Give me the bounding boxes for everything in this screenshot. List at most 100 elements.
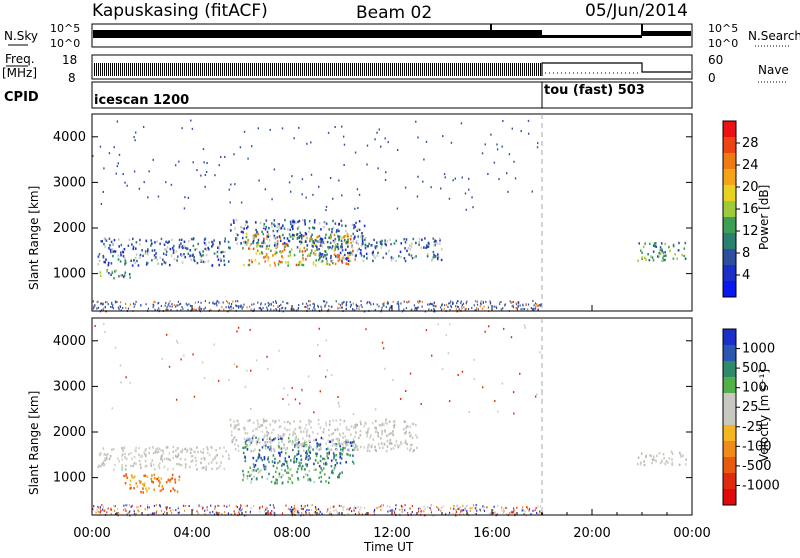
velocity-cell — [406, 442, 408, 446]
velocity-cell — [141, 483, 144, 486]
velocity-cell — [508, 512, 511, 515]
power-cell — [118, 153, 121, 156]
power-cell — [482, 301, 484, 304]
power-cell — [347, 235, 349, 238]
power-cell — [298, 303, 300, 306]
power-cell — [341, 194, 343, 197]
power-cell — [352, 232, 355, 236]
power-cell — [112, 307, 115, 310]
velocity-cell — [171, 473, 174, 477]
power-cell — [313, 219, 316, 222]
power-cell — [443, 307, 445, 310]
power-cell — [172, 251, 175, 255]
velocity-cell — [177, 454, 180, 457]
power-cell — [248, 259, 251, 262]
velocity-cell — [685, 463, 687, 466]
power-cell — [474, 309, 476, 312]
velocity-cell — [330, 448, 333, 451]
velocity-cell — [354, 423, 356, 427]
y-tick-label: 1000 — [53, 471, 86, 486]
power-cell — [266, 235, 268, 238]
power-cell — [296, 227, 299, 230]
power-cell — [118, 245, 121, 248]
velocity-cell — [244, 455, 246, 458]
velocity-cell — [313, 480, 316, 484]
power-cell — [642, 245, 645, 249]
velocity-cell — [333, 509, 335, 512]
velocity-cell — [637, 456, 640, 459]
velocity-cell — [163, 457, 166, 461]
power-cell — [265, 225, 268, 229]
power-cell — [314, 308, 316, 311]
power-cell — [364, 246, 367, 250]
velocity-cell — [101, 504, 103, 507]
velocity-cell — [246, 437, 249, 440]
velocity-cell — [325, 421, 327, 425]
velocity-cell — [389, 505, 391, 508]
power-cell — [512, 306, 515, 309]
power-cell — [276, 244, 279, 248]
power-cell — [276, 236, 279, 239]
velocity-cell — [492, 511, 494, 514]
velocity-cell — [119, 364, 122, 367]
velocity-cell — [158, 447, 161, 451]
velocity-cell — [236, 424, 239, 427]
power-cell — [284, 218, 286, 222]
velocity-cell — [308, 434, 311, 437]
velocity-cell — [142, 491, 145, 494]
velocity-cell — [318, 513, 320, 516]
velocity-cell — [476, 509, 478, 512]
velocity-cell — [354, 506, 356, 509]
power-cell — [112, 304, 114, 307]
power-cell — [353, 237, 355, 240]
velocity-cell — [123, 446, 126, 449]
power-cell — [302, 263, 305, 267]
power-cell — [423, 246, 425, 249]
power-cell — [305, 233, 308, 236]
velocity-cell — [409, 435, 411, 438]
power-cell — [325, 209, 327, 212]
power-cell — [238, 306, 240, 309]
velocity-cell — [304, 473, 307, 476]
velocity-cell — [165, 480, 168, 484]
power-cell — [180, 238, 183, 242]
power-cell — [124, 303, 127, 306]
power-cell — [329, 237, 332, 240]
velocity-cell — [411, 511, 413, 514]
power-cell — [363, 224, 366, 228]
velocity-cell — [355, 423, 358, 426]
power-cell — [114, 250, 117, 253]
power-cell — [395, 239, 398, 243]
velocity-cell — [260, 456, 262, 460]
power-cell — [297, 308, 299, 311]
velocity-cell — [386, 422, 388, 425]
power-cell — [643, 256, 646, 260]
velocity-cell — [160, 509, 163, 512]
power-cell — [651, 256, 654, 259]
velocity-cell — [213, 456, 216, 460]
power-cell — [192, 253, 194, 256]
power-cell — [452, 302, 454, 305]
velocity-cell — [640, 461, 642, 464]
power-cell — [277, 263, 280, 266]
velocity-cell — [335, 444, 338, 448]
power-cell — [477, 308, 479, 311]
power-cell — [124, 261, 127, 264]
velocity-cell — [206, 506, 208, 509]
power-cell — [304, 223, 307, 226]
velocity-cell — [363, 507, 366, 510]
power-cell — [343, 164, 345, 167]
power-cell — [128, 273, 131, 276]
power-cell — [297, 306, 300, 309]
power-cell — [259, 221, 262, 225]
power-cell — [100, 302, 102, 305]
velocity-cell — [404, 390, 407, 393]
velocity-cell — [294, 427, 297, 431]
power-cell — [447, 306, 449, 309]
velocity-cell — [169, 478, 172, 481]
power-cell — [350, 303, 352, 306]
velocity-cell — [309, 451, 312, 454]
velocity-cell — [685, 458, 688, 461]
power-cell — [333, 253, 336, 256]
power-cell — [304, 219, 306, 222]
